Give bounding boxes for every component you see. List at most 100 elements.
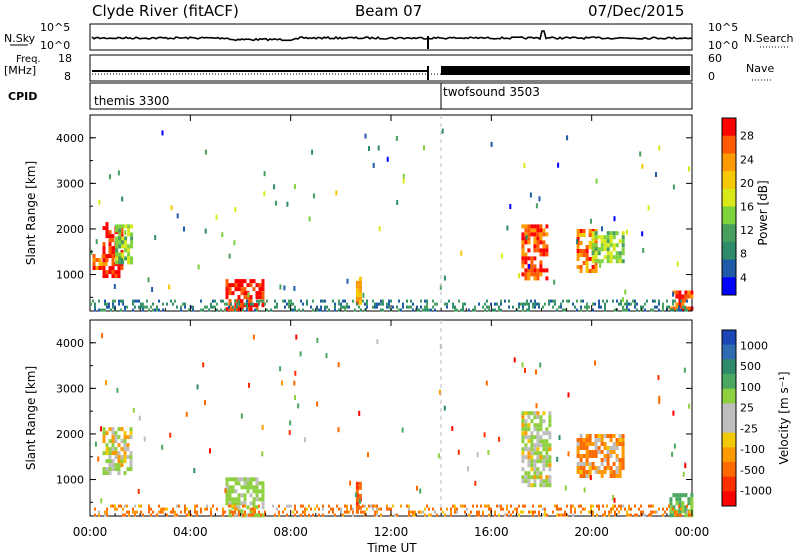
heatmap-cell [576, 454, 580, 458]
heatmap-cell [105, 230, 109, 235]
heatmap-cell [225, 283, 229, 288]
heatmap-cell [288, 305, 290, 309]
heatmap-cell [533, 248, 537, 253]
heatmap-cell [542, 240, 546, 245]
heatmap-cell [340, 510, 342, 514]
heatmap-cell [261, 489, 265, 494]
heatmap-cell [228, 485, 232, 490]
heatmap-cell [162, 308, 164, 312]
heatmap-cell [594, 442, 598, 446]
heatmap-cell [576, 237, 580, 241]
heatmap-cell [609, 454, 613, 458]
heatmap-cell [542, 244, 546, 249]
heatmap-cell [542, 431, 546, 436]
scatter-cell [476, 452, 479, 458]
colorbar-tick-label: -25 [740, 422, 758, 435]
heatmap-cell [102, 266, 106, 271]
heatmap-cell [240, 501, 244, 506]
heatmap-cell [194, 510, 196, 514]
heatmap-cell [687, 290, 691, 295]
scatter-cell [490, 141, 493, 147]
heatmap-cell [158, 504, 160, 508]
heatmap-cell [600, 434, 604, 438]
heatmap-cell [162, 302, 164, 306]
heatmap-cell [586, 302, 588, 306]
heatmap-cell [634, 504, 636, 508]
heatmap-cell [533, 467, 537, 472]
scatter-cell [401, 427, 404, 433]
heatmap-cell [374, 510, 376, 514]
scatter-cell [566, 135, 569, 141]
heatmap-cell [608, 513, 610, 517]
x-tick-label: 16:00 [474, 525, 509, 539]
heatmap-cell [204, 507, 206, 511]
heatmap-cell [166, 507, 168, 511]
heatmap-cell [261, 283, 265, 288]
heatmap-cell [464, 302, 466, 306]
heatmap-cell [240, 287, 244, 292]
heatmap-cell [108, 238, 112, 243]
scatter-cell [294, 370, 297, 376]
heatmap-cell [214, 305, 216, 309]
heatmap-cell [294, 507, 296, 511]
heatmap-cell [355, 292, 359, 297]
heatmap-cell [214, 299, 216, 303]
heatmap-cell [533, 435, 537, 440]
heatmap-cell [380, 308, 382, 312]
cpid-program-2: twofsound 3503 [443, 85, 540, 99]
heatmap-cell [252, 287, 256, 292]
heatmap-cell [621, 450, 625, 454]
heatmap-cell [626, 308, 628, 312]
power-cbar-label: Power [dB] [756, 180, 770, 245]
heatmap-cell [603, 247, 607, 252]
heatmap-cell [254, 510, 256, 514]
heatmap-cell [539, 479, 543, 484]
heatmap-cell [548, 463, 552, 468]
heatmap-cell [424, 308, 426, 312]
heatmap-cell [142, 305, 144, 309]
heatmap-cell [352, 507, 354, 511]
heatmap-cell [138, 305, 140, 309]
heatmap-cell [352, 299, 354, 303]
heatmap-cell [536, 411, 540, 416]
heatmap-cell [237, 477, 241, 482]
heatmap-cell [600, 235, 604, 240]
heatmap-cell [521, 479, 525, 484]
heatmap-cell [539, 228, 543, 233]
heatmap-cell [456, 510, 458, 514]
heatmap-cell [106, 305, 108, 309]
heatmap-cell [108, 246, 112, 251]
colorbar-tick-label: 25 [740, 402, 754, 415]
heatmap-cell [318, 308, 320, 312]
heatmap-cell [376, 302, 378, 306]
heatmap-cell [521, 232, 525, 237]
heatmap-cell [124, 513, 126, 517]
heatmap-cell [416, 308, 418, 312]
heatmap-cell [386, 302, 388, 306]
heatmap-cell [320, 299, 322, 303]
heatmap-cell [270, 308, 272, 312]
heatmap-cell [524, 224, 528, 229]
y-tick-label: 4000 [56, 337, 84, 350]
heatmap-cell [684, 493, 688, 498]
heatmap-cell [600, 247, 604, 252]
heatmap-cell [533, 463, 537, 468]
heatmap-cell [614, 308, 616, 312]
heatmap-cell [240, 477, 244, 482]
heatmap-cell [545, 268, 549, 273]
heatmap-cell [402, 302, 404, 306]
heatmap-cell [585, 257, 589, 261]
heatmap-cell [544, 513, 546, 517]
heatmap-cell [608, 510, 610, 514]
heatmap-cell [264, 513, 266, 517]
heatmap-cell [278, 513, 280, 517]
heatmap-cell [690, 497, 694, 502]
heatmap-cell [556, 308, 558, 312]
heatmap-cell [450, 507, 452, 511]
heatmap-cell [200, 510, 202, 514]
heatmap-cell [612, 231, 616, 236]
heatmap-cell [527, 447, 531, 452]
heatmap-cell [284, 305, 286, 309]
heatmap-cell [545, 427, 549, 432]
